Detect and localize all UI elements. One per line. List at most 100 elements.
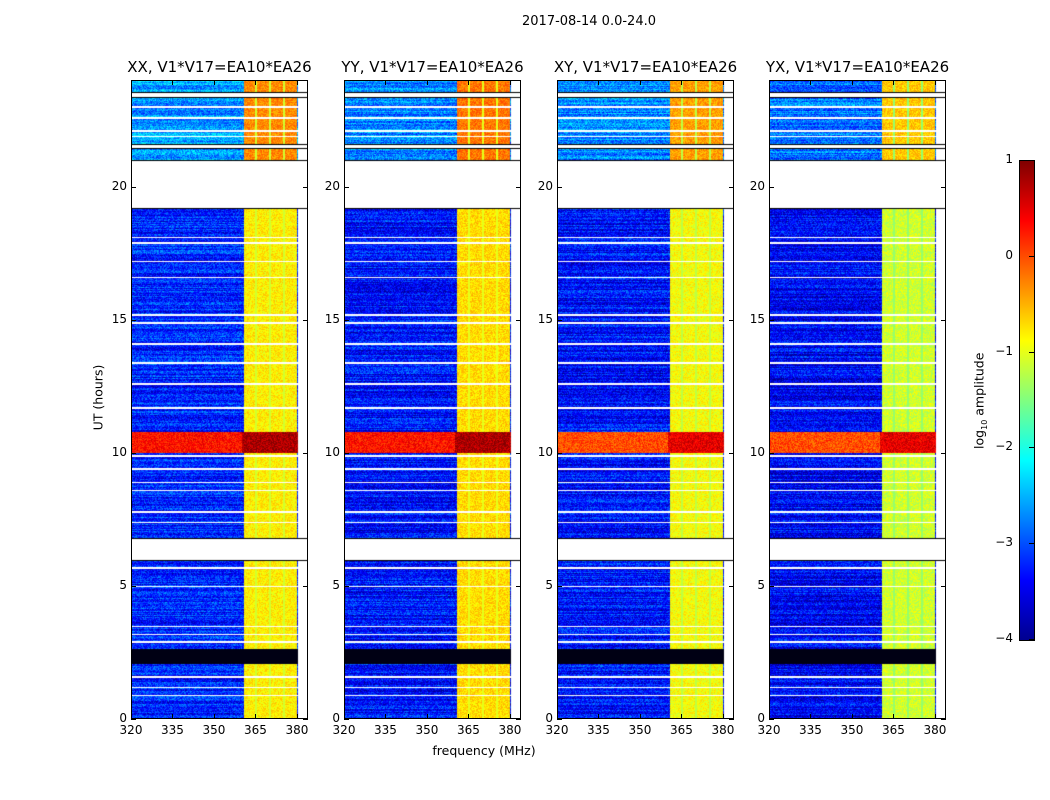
- x-tick-label: 350: [840, 723, 864, 737]
- y-tick-mark: [344, 319, 349, 321]
- x-tick-mark: [681, 714, 683, 719]
- panel-frame: [131, 80, 308, 719]
- heatmap-canvas: [769, 80, 946, 719]
- panel-title: XX, V1*V17=EA10*EA26: [127, 58, 312, 76]
- y-tick-mark: [303, 186, 308, 188]
- x-tick-mark: [131, 80, 132, 85]
- y-tick-mark: [303, 719, 308, 720]
- x-tick-mark: [468, 714, 470, 719]
- y-tick-mark: [516, 452, 521, 454]
- y-tick-mark: [557, 186, 562, 188]
- y-tick-mark: [344, 585, 349, 587]
- y-tick-mark: [729, 186, 734, 188]
- colorbar-label-log: log: [971, 429, 987, 449]
- y-tick-label: 15: [749, 311, 765, 326]
- x-tick-mark: [426, 714, 428, 719]
- panel-title: YX, V1*V17=EA10*EA26: [765, 58, 950, 76]
- x-tick-mark: [934, 714, 936, 719]
- y-tick-label: 15: [111, 311, 127, 326]
- x-tick-label: 380: [285, 723, 309, 737]
- y-tick-mark: [941, 585, 946, 587]
- y-tick-mark: [769, 186, 774, 188]
- x-tick-mark: [681, 80, 683, 85]
- y-tick-label: 5: [332, 577, 340, 592]
- y-tick-label: 15: [324, 311, 340, 326]
- panel-1: YY, V1*V17=EA10*EA26 320 335 350 365 380 0 5 10 1…: [325, 58, 524, 737]
- x-tick-mark: [851, 80, 853, 85]
- y-tick-label: 0: [332, 711, 340, 725]
- y-tick-mark: [729, 452, 734, 454]
- x-tick-label: 380: [923, 723, 947, 737]
- x-tick-mark: [851, 714, 853, 719]
- x-tick-mark: [255, 80, 257, 85]
- y-tick-mark: [131, 719, 136, 720]
- x-tick-label: 320: [332, 723, 356, 737]
- colorbar-tick-label: −4: [995, 631, 1013, 645]
- y-tick-mark: [941, 186, 946, 188]
- x-tick-label: 380: [711, 723, 735, 737]
- colorbar-label-rest: amplitude: [971, 352, 987, 420]
- colorbar-tick-label: −1: [995, 343, 1013, 358]
- colorbar-tick-label: −3: [995, 535, 1013, 550]
- x-tick-mark: [344, 714, 345, 719]
- y-tick-label: 20: [324, 178, 340, 193]
- y-tick-label: 10: [111, 444, 127, 459]
- y-tick-mark: [941, 319, 946, 321]
- y-tick-mark: [729, 319, 734, 321]
- panel-0: XX, V1*V17=EA10*EA26 320 335 350 365 380 0 5 10 1…: [112, 58, 312, 737]
- x-tick-label: 335: [587, 723, 610, 737]
- x-tick-mark: [769, 714, 770, 719]
- colorbar-tick-label: 0: [1005, 247, 1013, 262]
- y-tick-label: 20: [111, 178, 127, 193]
- y-tick-label: 5: [757, 577, 765, 592]
- x-tick-label: 350: [628, 723, 652, 737]
- y-tick-mark: [557, 452, 562, 454]
- x-tick-mark: [769, 80, 770, 85]
- y-tick-label: 0: [545, 711, 553, 725]
- figure-title: 2017-08-14 0.0-24.0: [522, 14, 656, 29]
- x-tick-label: 335: [161, 723, 184, 737]
- y-tick-mark: [516, 719, 521, 720]
- x-tick-mark: [722, 714, 724, 719]
- colorbar-tick-label: 1: [1005, 152, 1013, 166]
- x-tick-label: 365: [670, 723, 693, 737]
- colorbar-label: log10 amplitude: [971, 341, 989, 461]
- colorbar-tick-mark: [1029, 639, 1034, 640]
- y-tick-mark: [557, 719, 562, 720]
- y-tick-mark: [769, 719, 774, 720]
- x-tick-mark: [509, 714, 511, 719]
- x-tick-label: 320: [119, 723, 143, 737]
- x-tick-mark: [385, 714, 387, 719]
- x-tick-mark: [934, 80, 936, 85]
- y-tick-mark: [769, 585, 774, 587]
- heatmap-canvas: [131, 80, 308, 719]
- x-tick-mark: [810, 80, 812, 85]
- x-tick-mark: [557, 714, 558, 719]
- y-tick-label: 5: [119, 577, 127, 592]
- colorbar-tick-label: −2: [995, 439, 1013, 454]
- y-tick-mark: [344, 719, 349, 720]
- x-tick-mark: [213, 80, 215, 85]
- x-tick-mark: [172, 80, 174, 85]
- x-tick-mark: [296, 714, 298, 719]
- x-tick-mark: [893, 80, 895, 85]
- x-tick-mark: [598, 80, 600, 85]
- x-tick-label: 335: [374, 723, 397, 737]
- x-tick-mark: [426, 80, 428, 85]
- panel-frame: [557, 80, 734, 719]
- y-tick-mark: [941, 452, 946, 454]
- y-tick-label: 15: [537, 311, 553, 326]
- x-tick-mark: [509, 80, 511, 85]
- panel-title: XY, V1*V17=EA10*EA26: [553, 58, 738, 76]
- y-axis-label: UT (hours): [90, 364, 106, 431]
- x-tick-mark: [468, 80, 470, 85]
- y-tick-mark: [516, 186, 521, 188]
- y-tick-mark: [557, 319, 562, 321]
- y-tick-mark: [303, 585, 308, 587]
- x-tick-mark: [344, 80, 345, 85]
- y-tick-mark: [303, 319, 308, 321]
- y-tick-mark: [131, 452, 136, 454]
- x-tick-mark: [639, 714, 641, 719]
- x-tick-mark: [172, 714, 174, 719]
